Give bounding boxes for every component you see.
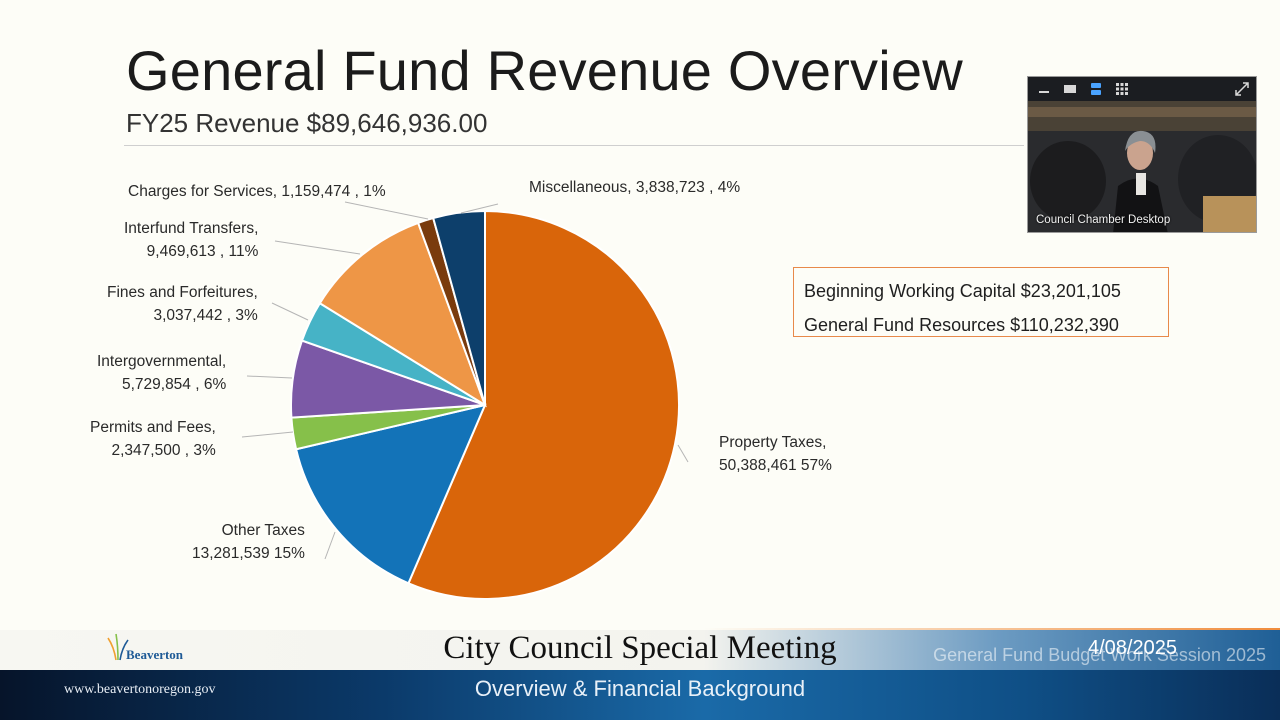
data-label-category: Intergovernmental, <box>97 353 227 370</box>
leader-line <box>324 531 336 560</box>
slide-subtitle: FY25 Revenue $89,646,936.00 <box>126 108 488 138</box>
data-label-value: 5,729,854 , 6% <box>121 376 227 393</box>
data-label: Fines and Forfeitures, 3,037,442 , 3% <box>107 281 258 327</box>
video-toolbar <box>1028 77 1256 101</box>
revenue-pie-chart <box>241 201 689 600</box>
meeting-title: City Council Special Meeting <box>443 630 837 666</box>
data-label: Miscellaneous, 3,838,723 , 4% <box>529 176 740 199</box>
speaker-view-icon[interactable] <box>1088 81 1104 97</box>
grid-view-icon[interactable] <box>1114 81 1130 97</box>
data-label-value: 9,469,613 , 11% <box>146 243 259 260</box>
data-label: Intergovernmental, 5,729,854 , 6% <box>97 350 226 396</box>
leader-line <box>677 444 689 463</box>
leader-line <box>344 201 429 220</box>
meeting-subtitle: Overview & Financial Background <box>474 676 806 701</box>
pie-slice-interfund-transfers <box>318 221 487 408</box>
data-label-value: 3,037,442 , 3% <box>153 307 258 324</box>
pie-slice-other-taxes <box>294 403 487 585</box>
leader-line <box>274 240 361 255</box>
data-label-value: 50,388,461 57% <box>719 457 832 474</box>
data-label: Permits and Fees, 2,347,500 , 3% <box>90 416 216 462</box>
leader-line <box>246 375 293 379</box>
minimize-icon[interactable] <box>1036 81 1052 97</box>
video-participant-tile[interactable]: Council Chamber Desktop <box>1027 76 1257 233</box>
session-title-overlay: General Fund Budget Work Session 2025 <box>933 645 1266 665</box>
data-label-value: 3,838,723 , 4% <box>635 179 741 196</box>
window-icon[interactable] <box>1062 81 1078 97</box>
data-label: Charges for Services, 1,159,474 , 1% <box>128 180 386 203</box>
expand-icon[interactable] <box>1234 81 1250 100</box>
data-label-category: Fines and Forfeitures, <box>107 284 258 301</box>
beginning-working-capital: Beginning Working Capital $23,201,105 <box>804 281 1121 301</box>
title-divider <box>124 145 1024 146</box>
data-label-value: 13,281,539 15% <box>192 545 305 562</box>
data-label-value: 1,159,474 , 1% <box>281 183 386 200</box>
pie-slice-property-taxes <box>407 209 680 600</box>
footer-bottom-band <box>0 670 1280 720</box>
video-feed: Council Chamber Desktop <box>1028 101 1256 232</box>
leader-line <box>241 431 294 438</box>
meeting-date: 4/08/2025 <box>1088 637 1177 659</box>
data-label-category: Property Taxes, <box>719 434 827 451</box>
data-label-category: Permits and Fees, <box>90 419 216 436</box>
data-label-category: Other Taxes <box>221 522 305 539</box>
data-label: Interfund Transfers, 9,469,613 , 11% <box>124 217 258 263</box>
data-label-category: Miscellaneous, <box>529 179 636 196</box>
leader-line <box>460 203 499 214</box>
website-url: www.beavertonoregon.gov <box>64 682 216 697</box>
data-label: Other Taxes 13,281,539 15% <box>192 519 305 565</box>
capital-info-box: Beginning Working Capital $23,201,105 Ge… <box>793 267 1169 337</box>
data-label-category: Interfund Transfers, <box>124 220 259 237</box>
data-label-value: 2,347,500 , 3% <box>111 442 216 459</box>
pie-slice-miscellaneous <box>431 209 486 406</box>
general-fund-resources: General Fund Resources $110,232,390 <box>804 315 1119 335</box>
logo-text: Beaverton <box>126 647 184 662</box>
video-participant-name: Council Chamber Desktop <box>1036 214 1171 226</box>
footer-top-band <box>0 630 1280 670</box>
slide-title: General Fund Revenue Overview <box>126 39 963 102</box>
presentation-slide: General Fund Revenue Overview FY25 Reven… <box>90 39 1169 600</box>
city-logo: Beaverton <box>104 632 194 666</box>
footer-accent-line <box>0 628 1280 631</box>
leader-line <box>271 302 309 321</box>
data-label: Property Taxes, 50,388,461 57% <box>719 431 832 477</box>
data-label-category: Charges for Services, <box>128 183 282 200</box>
